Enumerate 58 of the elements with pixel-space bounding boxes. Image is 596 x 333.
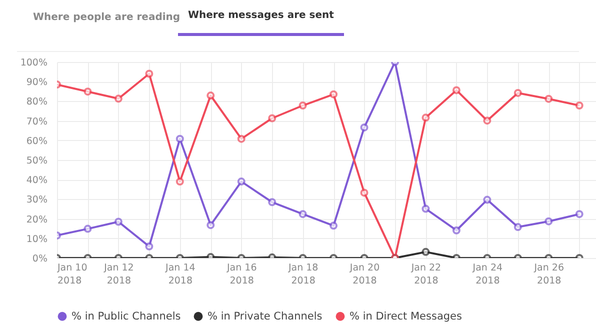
point <box>330 90 338 98</box>
point <box>422 248 430 256</box>
x-tick-label: Jan 24 2018 <box>472 262 503 286</box>
point <box>544 94 553 103</box>
y-tick-label: 90% <box>26 77 48 88</box>
point <box>422 114 430 122</box>
point <box>268 198 276 206</box>
point <box>114 218 122 226</box>
y-tick-label: 20% <box>26 214 48 226</box>
x-tick-label: Jan 18 2018 <box>287 262 318 286</box>
x-tick-label: Jan 14 2018 <box>164 262 196 286</box>
y-tick-label: 80% <box>26 96 48 108</box>
point <box>360 123 368 132</box>
text: Where messages are sent <box>188 10 334 21</box>
x-tick-label: Jan 16 2018 <box>226 262 257 286</box>
point <box>268 114 276 122</box>
x-tick-label: Jan 20 2018 <box>348 262 380 286</box>
point <box>360 188 368 197</box>
y-tick-label: 40% <box>26 175 48 186</box>
x-tick-label: Jan 22 2018 <box>410 262 442 286</box>
point <box>206 221 215 230</box>
point <box>544 217 553 226</box>
y-tick-label: 30% <box>26 194 48 206</box>
legend-label: % in Private Channels <box>208 310 322 322</box>
point <box>330 222 338 230</box>
point <box>575 210 584 218</box>
y-tick-label: 70% <box>26 116 48 128</box>
point <box>514 223 522 232</box>
x-tick-label: Jan 26 2018 <box>533 262 564 286</box>
y-tick-label: 60% <box>26 136 48 147</box>
point <box>483 116 492 125</box>
point <box>298 102 307 110</box>
point <box>176 134 184 143</box>
point <box>514 88 522 97</box>
legend-label: % in Direct Messages <box>350 310 462 322</box>
point <box>145 70 154 78</box>
point <box>237 134 246 143</box>
point <box>114 94 122 103</box>
point <box>452 226 460 234</box>
legend-label: % in Public Channels <box>72 310 181 322</box>
point <box>422 204 430 213</box>
x-tick-label: Jan 12 2018 <box>103 262 134 286</box>
point <box>452 86 460 94</box>
y-tick-label: 50% <box>26 156 48 166</box>
point <box>206 92 215 100</box>
point <box>298 210 307 218</box>
point <box>176 178 184 186</box>
y-tick-label: 100% <box>20 58 48 68</box>
point <box>575 102 584 110</box>
x-tick-label: Jan 10 2018 <box>56 262 88 286</box>
point <box>145 242 154 250</box>
y-tick-label: 0% <box>32 254 48 264</box>
text: Where people are reading <box>33 12 180 25</box>
point <box>84 88 92 96</box>
point <box>483 196 492 204</box>
y-tick-label: 10% <box>26 234 48 245</box>
point <box>84 224 92 233</box>
point <box>237 178 246 186</box>
